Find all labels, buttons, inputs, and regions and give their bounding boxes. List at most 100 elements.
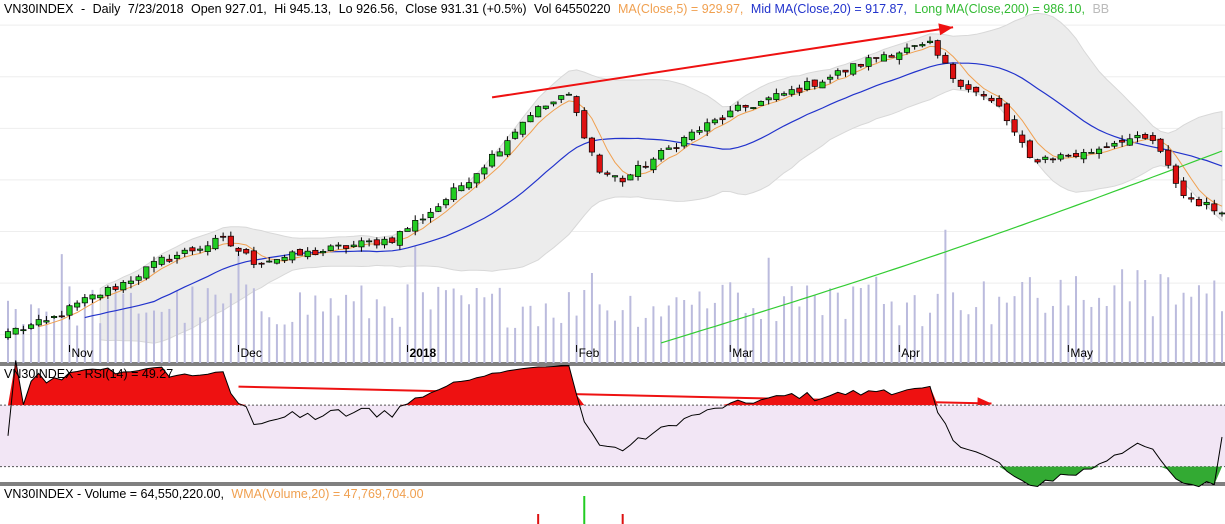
candle-body [1195, 198, 1202, 207]
candlesticks [4, 36, 1225, 340]
candle-body [358, 240, 365, 248]
candle [934, 39, 941, 59]
candle [266, 257, 273, 263]
candle-body [258, 262, 265, 265]
candle-body [28, 324, 35, 329]
candle [412, 215, 419, 236]
candle-body [66, 305, 73, 316]
candle-body [127, 280, 134, 284]
candle-body [888, 55, 895, 58]
header-high: Hi 945.13, [274, 2, 331, 16]
candle-body [727, 110, 734, 118]
candle [435, 203, 442, 213]
candle [1034, 158, 1041, 164]
candle-body [250, 250, 257, 265]
price-trend-arrow [491, 23, 954, 99]
candle [950, 62, 957, 83]
candle-body [696, 130, 703, 133]
candle [681, 135, 688, 149]
candle-body [1080, 152, 1087, 160]
candle-body [1103, 146, 1110, 148]
candle-body [773, 93, 780, 100]
candle [220, 232, 227, 242]
candle [66, 304, 73, 320]
candle-body [573, 96, 580, 113]
candle-body [319, 251, 327, 254]
rsi-panel [0, 360, 1225, 488]
candle-body [1049, 158, 1057, 161]
header-close: Close 931.31 (+0.5%) [405, 2, 526, 16]
candle-body [381, 238, 388, 246]
candle-body [619, 177, 626, 183]
candle [704, 118, 711, 137]
candle-body [850, 63, 857, 75]
candle-body [642, 165, 649, 168]
candle [120, 280, 127, 293]
candle [811, 79, 818, 90]
candle [988, 95, 995, 103]
candle-body [565, 93, 572, 96]
candle-body [396, 231, 403, 246]
candle [857, 63, 864, 69]
candle [834, 68, 841, 80]
candle-body [704, 122, 711, 132]
candle-body [350, 244, 357, 247]
candle [750, 107, 757, 110]
candle-body [627, 174, 634, 181]
candle-body [419, 218, 426, 221]
candle-body [681, 137, 688, 147]
candle [1103, 142, 1110, 149]
price-trend-arrow-head [938, 23, 954, 36]
candle-body [204, 245, 211, 252]
candle-body [496, 151, 503, 157]
candle-body [942, 54, 949, 64]
header-open: Open 927.01, [191, 2, 267, 16]
candle-body [757, 101, 765, 106]
long-ma-line [660, 150, 1223, 344]
candle [535, 105, 542, 118]
candle [381, 236, 388, 249]
candle-body [780, 93, 788, 96]
candle-body [435, 206, 442, 212]
candle [12, 327, 19, 335]
candle-body [366, 240, 373, 243]
candle-body [934, 40, 941, 56]
candle [1003, 102, 1010, 126]
header-ma5: MA(Close,5) = 929.97, [618, 2, 743, 16]
candle-body [988, 97, 995, 102]
candle [135, 274, 142, 285]
candle [312, 247, 319, 256]
candle [542, 105, 549, 110]
candle-body [373, 239, 380, 246]
candle [450, 183, 457, 203]
candle [1011, 115, 1018, 136]
candle-body [635, 165, 642, 177]
candle-body [911, 45, 918, 47]
candle [973, 86, 980, 97]
candle [980, 90, 987, 101]
candle [604, 170, 611, 177]
candle [366, 238, 373, 247]
candle [97, 294, 104, 301]
candle-body [1072, 153, 1080, 157]
candle [1188, 192, 1195, 203]
candle-body [43, 320, 50, 323]
candle-body [519, 121, 526, 135]
month-label: Apr [901, 346, 920, 360]
candle [81, 294, 88, 307]
candle-body [742, 105, 749, 108]
candle-body [896, 52, 903, 60]
candle-body [304, 250, 311, 258]
candle-body [765, 97, 772, 101]
candle [519, 121, 526, 138]
candle [258, 262, 265, 268]
price-trend-arrow-line [491, 26, 954, 99]
candle [296, 248, 304, 256]
candle [642, 161, 649, 169]
candle-body [550, 101, 557, 105]
candle-body [489, 153, 496, 167]
candle [926, 36, 934, 45]
candle [919, 42, 926, 48]
candle-body [604, 172, 611, 175]
candle [1057, 152, 1064, 162]
